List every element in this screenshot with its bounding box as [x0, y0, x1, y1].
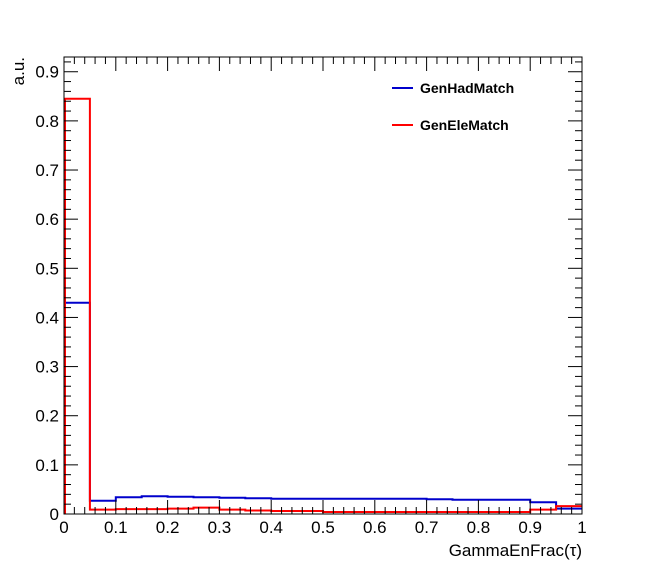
x-tick-label: 1 [577, 518, 586, 537]
x-axis-title: GammaEnFrac(τ) [449, 541, 582, 560]
y-tick-label: 0.9 [35, 63, 59, 82]
x-tick-label: 0.4 [259, 518, 283, 537]
y-tick-label: 0.6 [35, 210, 59, 229]
series-line-GenHadMatch [64, 301, 582, 510]
y-tick-label: 0.5 [35, 259, 59, 278]
y-tick-label: 0.8 [35, 112, 59, 131]
x-tick-label: 0.3 [208, 518, 232, 537]
axes-layer: 0 0.1 0.2 0.3 0.4 0.5 0.6 0.7 0.8 0.9 1 0 0.1 0.2 0.3 0… [9, 56, 587, 560]
x-tick-label: 0.9 [518, 518, 542, 537]
y-tick-label: 0.3 [35, 358, 59, 377]
x-tick-label: 0.1 [104, 518, 128, 537]
x-tick-label: 0.8 [467, 518, 491, 537]
x-tick-label: 0.2 [156, 518, 180, 537]
legend-label-GenEleMatch: GenEleMatch [420, 117, 509, 133]
x-tick-label: 0 [59, 518, 68, 537]
y-axis-title: a.u. [9, 57, 28, 85]
y-tick-label: 0 [50, 505, 59, 524]
legend-label-GenHadMatch: GenHadMatch [420, 80, 514, 96]
x-tick-label: 0.5 [311, 518, 335, 537]
y-tick-label: 0.4 [35, 308, 59, 327]
y-tick-label: 0.7 [35, 161, 59, 180]
x-tick-label: 0.7 [415, 518, 439, 537]
y-tick-label: 0.2 [35, 407, 59, 426]
x-tick-label: 0.6 [363, 518, 387, 537]
y-tick-label: 0.1 [35, 456, 59, 475]
legend: GenHadMatch GenEleMatch [392, 80, 514, 133]
